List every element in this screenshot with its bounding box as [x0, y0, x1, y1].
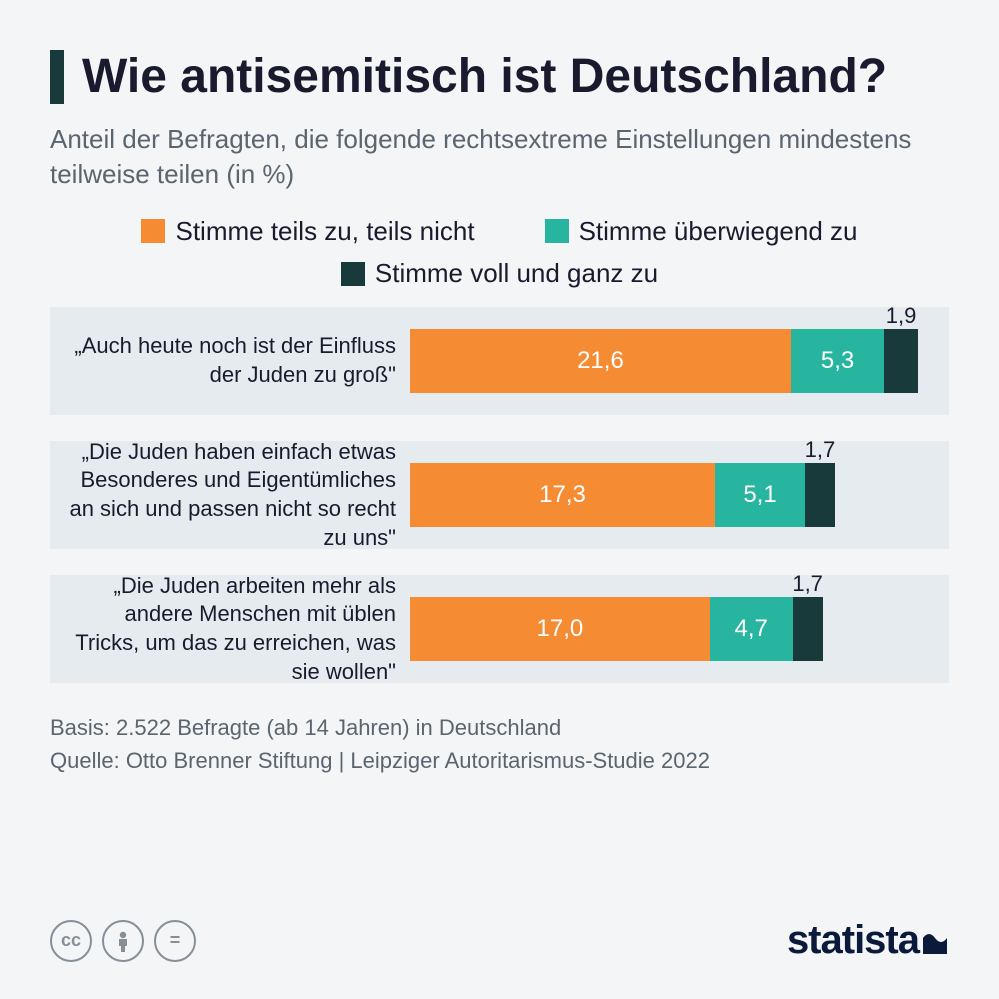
- statista-logo: statista: [787, 918, 949, 963]
- stacked-bar: 17,04,7: [410, 597, 939, 661]
- footer-source: Quelle: Otto Brenner Stiftung | Leipzige…: [50, 744, 949, 777]
- legend-item: Stimme überwiegend zu: [545, 216, 858, 247]
- segment-top-label: 1,7: [805, 437, 836, 463]
- bottom-bar: cc = statista: [50, 918, 949, 963]
- segment-top-label: 1,9: [886, 303, 917, 329]
- legend-label: Stimme voll und ganz zu: [375, 258, 658, 289]
- bar-segment-fully: [805, 463, 835, 527]
- stacked-bar: 21,65,3: [410, 329, 939, 393]
- legend-label: Stimme überwiegend zu: [579, 216, 858, 247]
- stacked-bar: 17,35,1: [410, 463, 939, 527]
- logo-text: statista: [787, 918, 919, 963]
- legend-item: Stimme teils zu, teils nicht: [141, 216, 474, 247]
- row-label: „Auch heute noch ist der Einfluss der Ju…: [68, 332, 410, 389]
- legend: Stimme teils zu, teils nicht Stimme überw…: [50, 216, 949, 293]
- footer-notes: Basis: 2.522 Befragte (ab 14 Jahren) in …: [50, 711, 949, 777]
- bar-segment-mostly: 5,1: [715, 463, 805, 527]
- cc-license-icons: cc =: [50, 920, 196, 962]
- bar-area: 1,921,65,3: [410, 329, 939, 393]
- bar-segment-partial: 17,0: [410, 597, 710, 661]
- legend-swatch: [341, 262, 365, 286]
- legend-label: Stimme teils zu, teils nicht: [175, 216, 474, 247]
- chart-title: Wie antisemitisch ist Deutschland?: [82, 50, 887, 104]
- title-block: Wie antisemitisch ist Deutschland?: [50, 50, 949, 104]
- bar-area: 1,717,35,1: [410, 463, 939, 527]
- bar-segment-mostly: 5,3: [791, 329, 884, 393]
- legend-swatch: [545, 219, 569, 243]
- chart-subtitle: Anteil der Befragten, die folgende recht…: [50, 122, 949, 192]
- stacked-bar-chart: „Auch heute noch ist der Einfluss der Ju…: [50, 307, 949, 683]
- legend-swatch: [141, 219, 165, 243]
- cc-by-icon: [102, 920, 144, 962]
- bar-segment-partial: 17,3: [410, 463, 715, 527]
- row-label: „Die Juden haben einfach etwas Besondere…: [68, 438, 410, 552]
- title-accent-bar: [50, 50, 64, 104]
- cc-nd-icon: =: [154, 920, 196, 962]
- chart-row: „Die Juden arbeiten mehr als andere Mens…: [50, 575, 949, 683]
- cc-cc-icon: cc: [50, 920, 92, 962]
- bar-segment-mostly: 4,7: [710, 597, 793, 661]
- bar-segment-partial: 21,6: [410, 329, 791, 393]
- chart-row: „Die Juden haben einfach etwas Besondere…: [50, 441, 949, 549]
- row-label: „Die Juden arbeiten mehr als andere Mens…: [68, 572, 410, 686]
- legend-item: Stimme voll und ganz zu: [341, 258, 658, 289]
- chart-row: „Auch heute noch ist der Einfluss der Ju…: [50, 307, 949, 415]
- bar-segment-fully: [793, 597, 823, 661]
- bar-area: 1,717,04,7: [410, 597, 939, 661]
- footer-basis: Basis: 2.522 Befragte (ab 14 Jahren) in …: [50, 711, 949, 744]
- segment-top-label: 1,7: [792, 571, 823, 597]
- logo-wave-icon: [921, 921, 949, 966]
- bar-segment-fully: [884, 329, 918, 393]
